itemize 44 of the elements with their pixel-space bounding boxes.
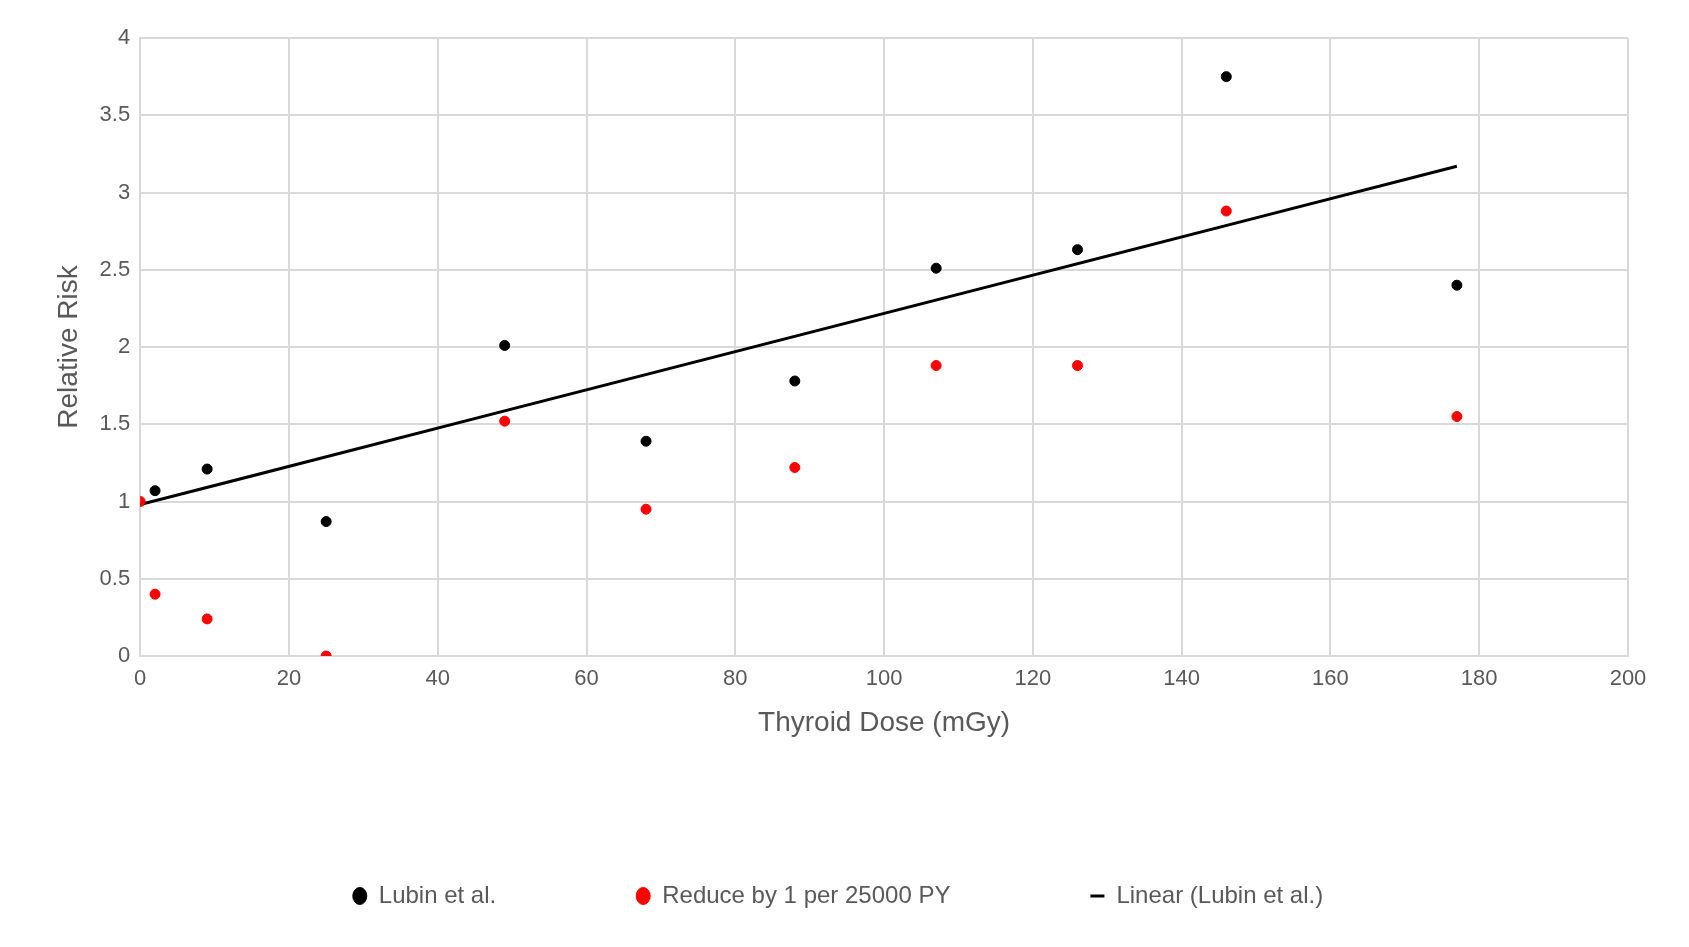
x-tick-label: 80 — [723, 665, 748, 691]
point — [149, 485, 161, 497]
point — [789, 375, 801, 387]
point — [1451, 411, 1463, 423]
legend-label: Linear (Lubin et al.) — [1116, 880, 1324, 908]
y-tick-label: 3 — [117, 178, 131, 204]
y-tick-label: 2 — [117, 333, 131, 359]
x-tick-label: 0 — [134, 665, 147, 691]
y-tick-label: 1.5 — [99, 410, 131, 436]
x-tick-label: 140 — [1163, 665, 1201, 691]
y-axis-title: Relative Risk — [51, 264, 83, 429]
y-tick-label: 2.5 — [99, 255, 131, 281]
point — [930, 262, 942, 274]
y-tick-label: 4 — [117, 24, 131, 50]
point — [320, 516, 332, 528]
point — [640, 503, 652, 515]
point — [930, 360, 942, 372]
y-tick-label: 1 — [117, 487, 131, 513]
point — [640, 435, 652, 447]
x-tick-label: 180 — [1460, 665, 1498, 691]
point — [499, 415, 511, 427]
x-tick-label: 160 — [1312, 665, 1349, 691]
point — [1220, 71, 1232, 83]
y-tick-label: 0.5 — [99, 564, 131, 590]
x-tick-label: 100 — [865, 665, 903, 691]
x-tick-label: 200 — [1609, 665, 1647, 691]
x-tick-label: 120 — [1014, 665, 1052, 691]
y-tick-label: 0 — [117, 642, 131, 668]
x-axis-title: Thyroid Dose (mGy) — [758, 705, 1011, 737]
point — [499, 339, 511, 351]
legend-label: Lubin et al. — [378, 880, 497, 908]
point — [789, 462, 801, 474]
x-tick-label: 40 — [425, 665, 450, 691]
point — [201, 463, 213, 475]
point — [201, 613, 213, 625]
point — [1451, 279, 1463, 291]
point — [1072, 360, 1084, 372]
point — [1220, 205, 1232, 217]
x-tick-label: 60 — [574, 665, 599, 691]
point — [149, 588, 161, 600]
point — [1072, 244, 1084, 256]
x-tick-label: 20 — [276, 665, 302, 691]
legend-label: Reduce by 1 per 25000 PY — [662, 880, 951, 908]
y-tick-label: 3.5 — [99, 101, 131, 127]
